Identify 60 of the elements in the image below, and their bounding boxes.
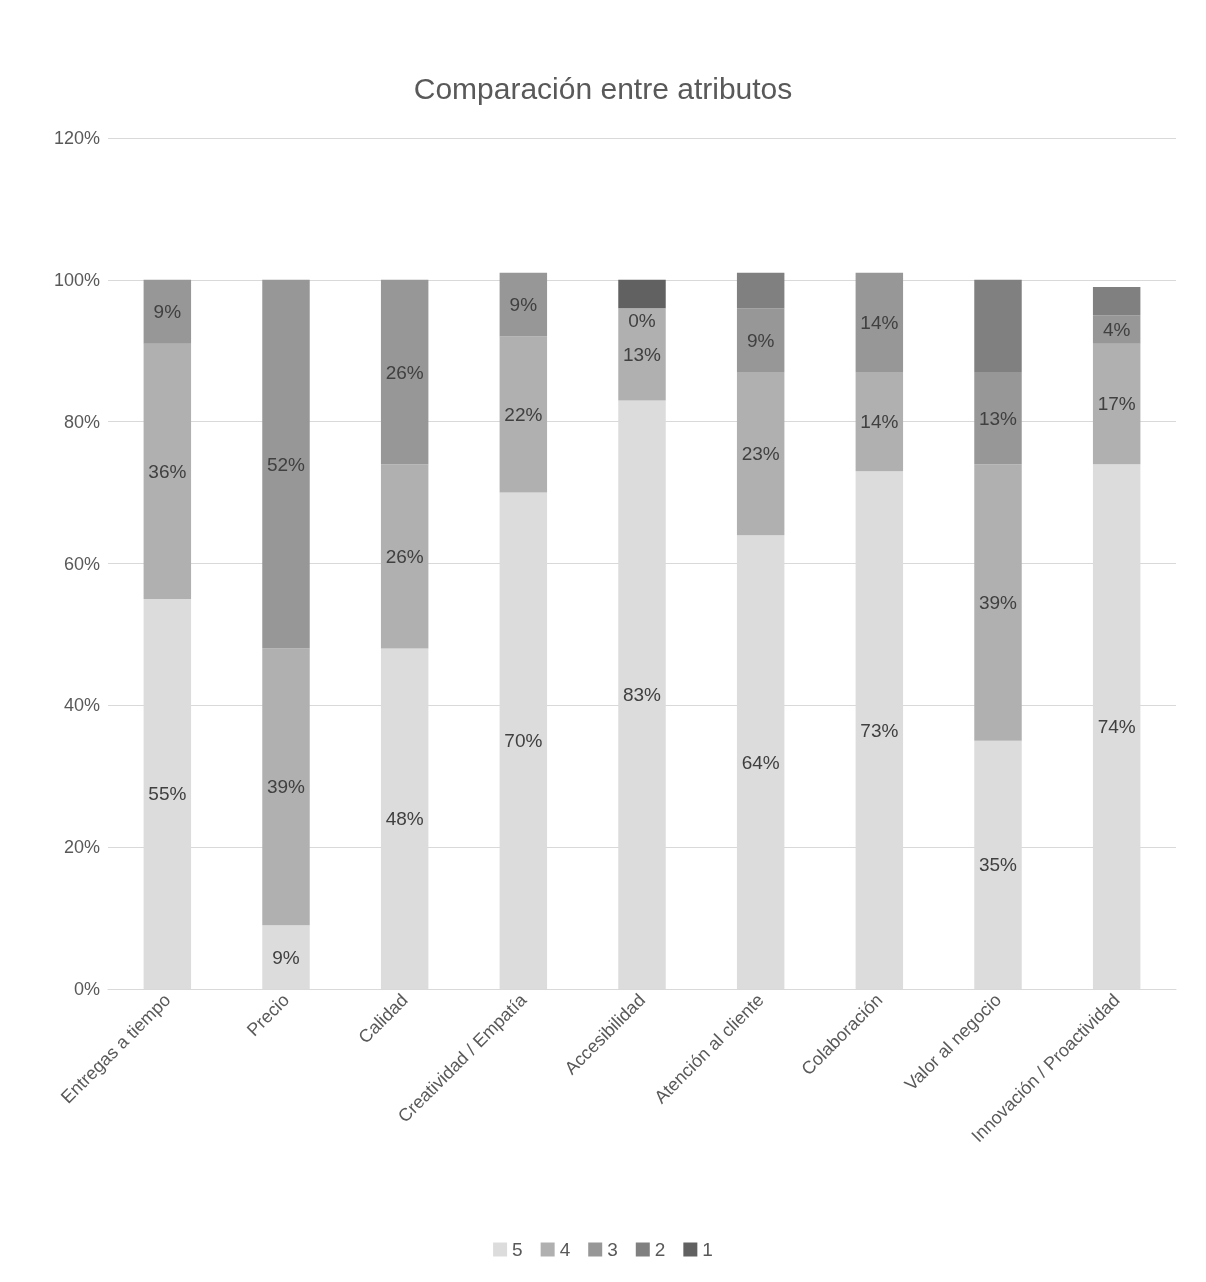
data-label: 64% (741, 751, 780, 773)
data-label: 22% (504, 404, 543, 426)
bar (618, 308, 666, 401)
bar (1092, 286, 1141, 316)
chart-title: Comparación entre atributos (413, 71, 793, 105)
data-label: 36% (148, 460, 187, 482)
data-label: 17% (1097, 393, 1136, 415)
data-label: 52% (266, 453, 306, 475)
data-label: 9% (153, 301, 182, 323)
bar (974, 279, 1022, 373)
y-tick-label: 40% (63, 695, 100, 716)
data-label: 48% (385, 808, 424, 830)
bar (143, 343, 192, 599)
legend-label: 1 (702, 1239, 713, 1260)
data-label: 23% (741, 443, 780, 465)
bar (499, 272, 548, 337)
data-label: 35% (978, 854, 1018, 876)
bar (262, 279, 310, 649)
data-label: 0% (628, 310, 656, 332)
y-tick-label: 80% (63, 411, 100, 432)
bar (855, 372, 904, 472)
legend-label: 5 (512, 1239, 523, 1260)
data-label: 26% (385, 361, 424, 383)
bar (736, 308, 785, 373)
data-label: 14% (860, 311, 899, 333)
data-label: 83% (622, 684, 662, 706)
data-label: 39% (266, 776, 306, 798)
data-label: 9% (272, 946, 300, 968)
data-label: 70% (504, 730, 543, 752)
legend-label: 3 (607, 1239, 618, 1260)
data-label: 13% (978, 407, 1018, 429)
bar (974, 464, 1022, 741)
data-label: 13% (622, 343, 662, 365)
bar (618, 279, 666, 309)
bar (1092, 343, 1141, 465)
data-label: 73% (860, 719, 899, 741)
legend-label: 4 (559, 1239, 571, 1260)
y-tick-label: 20% (63, 837, 100, 858)
bar (499, 336, 548, 493)
data-label: 39% (978, 592, 1018, 613)
data-label: 4% (1102, 318, 1131, 340)
bar (380, 464, 429, 649)
data-label: 9% (746, 329, 775, 351)
data-label: 55% (148, 783, 187, 805)
bar (143, 279, 192, 344)
data-label: 9% (509, 294, 538, 316)
bar (736, 272, 785, 309)
bar (380, 279, 429, 465)
y-tick-label: 100% (53, 269, 100, 290)
data-label: 14% (860, 411, 899, 433)
bar (736, 372, 785, 536)
data-label: 74% (1097, 716, 1136, 738)
bar (855, 272, 904, 373)
y-tick-label: 120% (53, 128, 100, 148)
y-tick-label: 0% (73, 979, 100, 999)
legend-label: 2 (654, 1239, 666, 1260)
bar (262, 648, 310, 926)
bar (974, 372, 1022, 465)
data-label: 26% (385, 545, 424, 567)
y-tick-label: 60% (63, 553, 100, 574)
